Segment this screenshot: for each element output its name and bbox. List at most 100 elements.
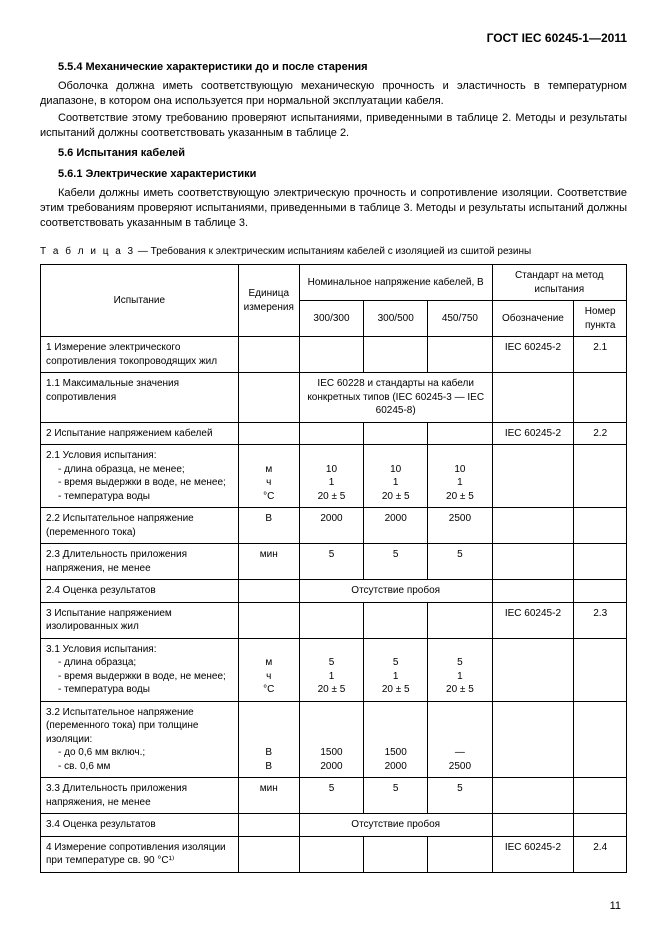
th-v1: 300/300 bbox=[299, 301, 363, 337]
heading-5-5-4: 5.5.4 Механические характеристики до и п… bbox=[58, 60, 627, 75]
unit: м bbox=[244, 656, 294, 670]
cell-desc: 3 Испытание напряжением изолированных жи… bbox=[41, 602, 239, 638]
sub-item: - св. 0,6 мм bbox=[46, 760, 233, 774]
val: 1500 bbox=[305, 746, 358, 760]
cell-desc: 1.1 Максимальные значения сопротивления bbox=[41, 373, 239, 423]
val: 20 ± 5 bbox=[305, 490, 358, 504]
unit: ч bbox=[244, 670, 294, 684]
caption-rest: — Требования к электрическим испытаниям … bbox=[135, 246, 531, 257]
cell-desc: 2.4 Оценка результатов bbox=[41, 580, 239, 603]
val: 1500 bbox=[369, 746, 422, 760]
para-5-5-4-1: Оболочка должна иметь соответствующую ме… bbox=[40, 79, 627, 109]
table-row: 3.1 Условия испытания: - длина образца; … bbox=[41, 638, 627, 701]
cell-std: IEC 60245-2 bbox=[492, 836, 574, 872]
val: 5 bbox=[364, 778, 428, 814]
unit: В bbox=[244, 746, 294, 760]
val: 20 ± 5 bbox=[369, 490, 422, 504]
val: 20 ± 5 bbox=[369, 683, 422, 697]
unit: В bbox=[244, 760, 294, 774]
val: 20 ± 5 bbox=[433, 490, 486, 504]
table-row: 3.4 Оценка результатов Отсутствие пробоя bbox=[41, 814, 627, 837]
sub-label: 2.1 Условия испытания: bbox=[46, 449, 233, 463]
cell-result: Отсутствие пробоя bbox=[299, 814, 492, 837]
cell-result: Отсутствие пробоя bbox=[299, 580, 492, 603]
table-row: 2.3 Длительность приложения напряжения, … bbox=[41, 544, 627, 580]
cell-unit: В В bbox=[238, 701, 299, 778]
val: 5 bbox=[428, 778, 492, 814]
table-row: 2.2 Испытательное напряжение (переменног… bbox=[41, 508, 627, 544]
table-row: 2.1 Условия испытания: - длина образца, … bbox=[41, 445, 627, 508]
para-5-5-4-2: Соответствие этому требованию проверяют … bbox=[40, 111, 627, 141]
sub-item: - до 0,6 мм включ.; bbox=[46, 746, 233, 760]
heading-5-6: 5.6 Испытания кабелей bbox=[58, 146, 627, 161]
table-row: 2 Испытание напряжением кабелей IEC 6024… bbox=[41, 422, 627, 445]
val: 2500 bbox=[428, 508, 492, 544]
unit: °C bbox=[244, 490, 294, 504]
val: 5 bbox=[299, 778, 363, 814]
heading-5-6-1: 5.6.1 Электрические характеристики bbox=[58, 167, 627, 182]
sub-label: 3.1 Условия испытания: bbox=[46, 643, 233, 657]
cell-desc: 2.2 Испытательное напряжение (переменног… bbox=[41, 508, 239, 544]
val: 5 bbox=[299, 544, 363, 580]
cell-desc: 3.3 Длительность приложения напряжения, … bbox=[41, 778, 239, 814]
val: 1 bbox=[305, 670, 358, 684]
cell-desc: 1 Измерение электрического сопротивления… bbox=[41, 337, 239, 373]
sub-item: - длина образца, не менее; bbox=[46, 463, 233, 477]
cell-clause: 2.4 bbox=[574, 836, 627, 872]
val: 1 bbox=[369, 670, 422, 684]
val: 10 bbox=[369, 463, 422, 477]
th-v2: 300/500 bbox=[364, 301, 428, 337]
val: 5 bbox=[305, 656, 358, 670]
cell-std: IEC 60245-2 bbox=[492, 422, 574, 445]
cell-clause: 2.1 bbox=[574, 337, 627, 373]
th-voltage: Номинальное напряжение кабелей, В bbox=[299, 265, 492, 301]
cell-desc: 3.1 Условия испытания: - длина образца; … bbox=[41, 638, 239, 701]
val: 5 bbox=[364, 544, 428, 580]
cell-unit: В bbox=[238, 508, 299, 544]
val: 2000 bbox=[305, 760, 358, 774]
th-unit: Единица измерения bbox=[238, 265, 299, 337]
table-row: 2.4 Оценка результатов Отсутствие пробоя bbox=[41, 580, 627, 603]
cell-unit: м ч °C bbox=[238, 445, 299, 508]
unit: °C bbox=[244, 683, 294, 697]
table-row: 3.2 Испытательное напряжение (переменног… bbox=[41, 701, 627, 778]
page-number: 11 bbox=[610, 899, 621, 914]
sub-item: - температура воды bbox=[46, 683, 233, 697]
val: 5 bbox=[369, 656, 422, 670]
cell-unit: мин bbox=[238, 778, 299, 814]
doc-header: ГОСТ IEC 60245-1—2011 bbox=[40, 30, 627, 46]
th-v3: 450/750 bbox=[428, 301, 492, 337]
table-3: Испытание Единица измерения Номинальное … bbox=[40, 264, 627, 873]
th-desig: Обозначение bbox=[492, 301, 574, 337]
table-row: 3.3 Длительность приложения напряжения, … bbox=[41, 778, 627, 814]
table-caption: Т а б л и ц а 3 — Требования к электриче… bbox=[40, 245, 627, 259]
cell-unit: м ч °C bbox=[238, 638, 299, 701]
val: 20 ± 5 bbox=[305, 683, 358, 697]
val: 2000 bbox=[364, 508, 428, 544]
sub-item: - время выдержки в воде, не менее; bbox=[46, 670, 233, 684]
val: 1 bbox=[433, 670, 486, 684]
cell-desc: 4 Измерение сопротивления изоляции при т… bbox=[41, 836, 239, 872]
unit: м bbox=[244, 463, 294, 477]
val: 2000 bbox=[369, 760, 422, 774]
th-std: Стандарт на метод испытания bbox=[492, 265, 627, 301]
cell-unit bbox=[238, 337, 299, 373]
cell-desc: 3.4 Оценка результатов bbox=[41, 814, 239, 837]
sub-item: - время выдержки в воде, не менее; bbox=[46, 476, 233, 490]
val: 10 bbox=[433, 463, 486, 477]
cell-desc: 2.3 Длительность приложения напряжения, … bbox=[41, 544, 239, 580]
val: 10 bbox=[305, 463, 358, 477]
cell-note: IEC 60228 и стандарты на кабели конкретн… bbox=[299, 373, 492, 423]
val: 1 bbox=[433, 476, 486, 490]
val: 5 bbox=[433, 656, 486, 670]
caption-prefix: Т а б л и ц а 3 bbox=[40, 246, 135, 257]
unit: ч bbox=[244, 476, 294, 490]
val: 2000 bbox=[299, 508, 363, 544]
cell-desc: 3.2 Испытательное напряжение (переменног… bbox=[41, 701, 239, 778]
val: 1 bbox=[305, 476, 358, 490]
table-header-row: Испытание Единица измерения Номинальное … bbox=[41, 265, 627, 301]
sub-item: - температура воды bbox=[46, 490, 233, 504]
sub-item: - длина образца; bbox=[46, 656, 233, 670]
cell-clause: 2.3 bbox=[574, 602, 627, 638]
para-5-6-1: Кабели должны иметь соответствующую элек… bbox=[40, 186, 627, 231]
